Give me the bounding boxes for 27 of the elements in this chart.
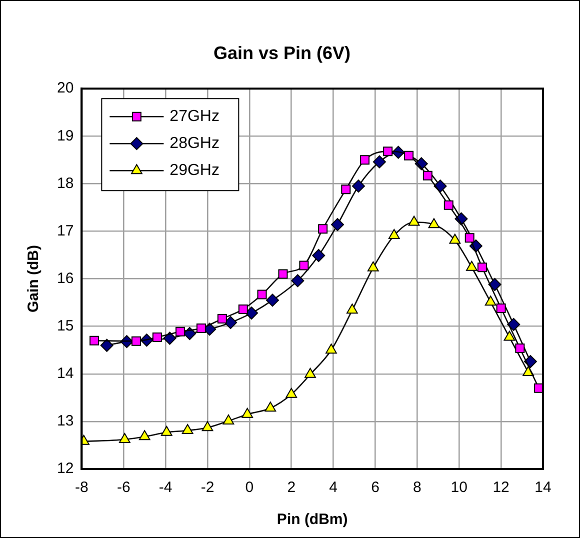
legend-label: 27GHz [170,108,220,126]
y-tick-label: 20 [56,80,74,97]
y-tick-label: 16 [56,270,74,287]
chart-title: Gain vs Pin (6V) [213,42,351,63]
y-tick-label: 17 [56,222,74,240]
x-tick-label: 2 [287,479,296,496]
x-tick-label: -8 [75,479,88,496]
y-tick-label: 14 [56,365,74,382]
x-tick-label: 8 [413,479,422,496]
x-tick-label: 6 [371,479,380,496]
x-tick-label: 4 [329,479,338,496]
legend-label: 29GHz [170,162,220,180]
y-tick-label: 19 [56,127,74,144]
y-tick-label: 18 [56,174,74,192]
x-tick-label: -2 [200,479,214,496]
x-tick-label: 10 [450,479,468,496]
y-tick-label: 15 [56,317,74,334]
x-tick-label: -6 [116,479,130,496]
x-tick-label: 12 [492,479,510,496]
y-tick-label: 12 [56,460,74,478]
x-tick-label: -4 [158,479,172,496]
x-tick-label: 14 [534,479,552,496]
y-axis-title: Gain (dB) [25,245,42,313]
x-tick-label: 0 [245,479,254,496]
legend-label: 28GHz [170,135,220,152]
y-tick-label: 13 [56,412,74,430]
x-axis-title: Pin (dBm) [276,511,348,528]
